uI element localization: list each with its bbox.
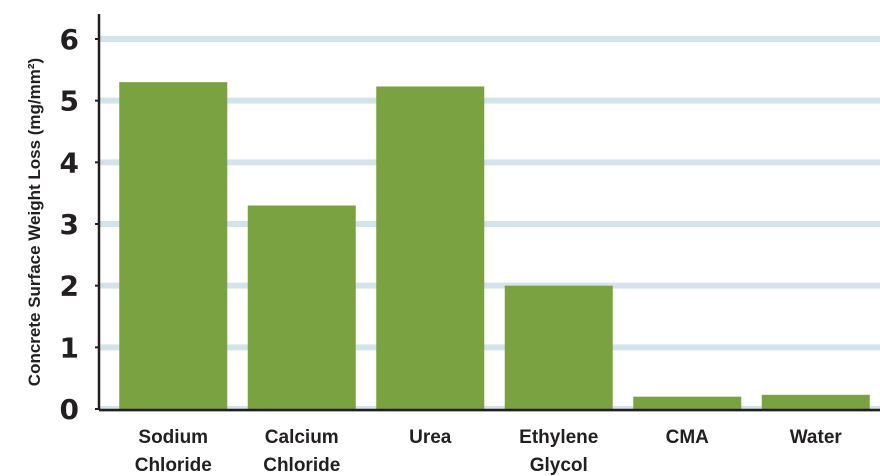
bar-sodium-chloride [119, 82, 228, 410]
labels: 0 1 2 3 4 5 6 Sodium Chloride Calcium Chloride Urea… [60, 23, 843, 476]
x-category-label: CMA [666, 427, 710, 448]
y-axis-title: Concrete Surface Weight Loss (mg/mm²) [25, 58, 44, 386]
y-tick-label-0: 0 [60, 393, 79, 426]
bar-water [761, 394, 870, 409]
gridlines [99, 36, 880, 412]
bar-calcium-chloride [247, 205, 356, 409]
bar-ethylene-glycol [504, 285, 613, 409]
y-tick-label-4: 4 [60, 146, 79, 179]
y-tick-label-3: 3 [60, 208, 79, 241]
x-category-label: Water [790, 427, 843, 448]
bars [119, 82, 870, 410]
y-tick-label-1: 1 [60, 331, 79, 364]
x-category-label: Calcium [265, 427, 339, 448]
y-tick-label-5: 5 [60, 85, 79, 118]
x-category-label: Ethylene [519, 427, 598, 448]
y-tick-label-2: 2 [60, 270, 79, 303]
x-category-label: Sodium [138, 427, 208, 448]
x-category-label: Chloride [263, 455, 340, 476]
y-tick-label-6: 6 [60, 23, 79, 56]
bar-cma [633, 396, 742, 409]
x-category-label: Glycol [530, 455, 588, 476]
axes [95, 14, 880, 412]
bar-urea [376, 86, 485, 409]
x-category-label: Urea [409, 427, 452, 448]
x-category-label: Chloride [135, 455, 212, 476]
